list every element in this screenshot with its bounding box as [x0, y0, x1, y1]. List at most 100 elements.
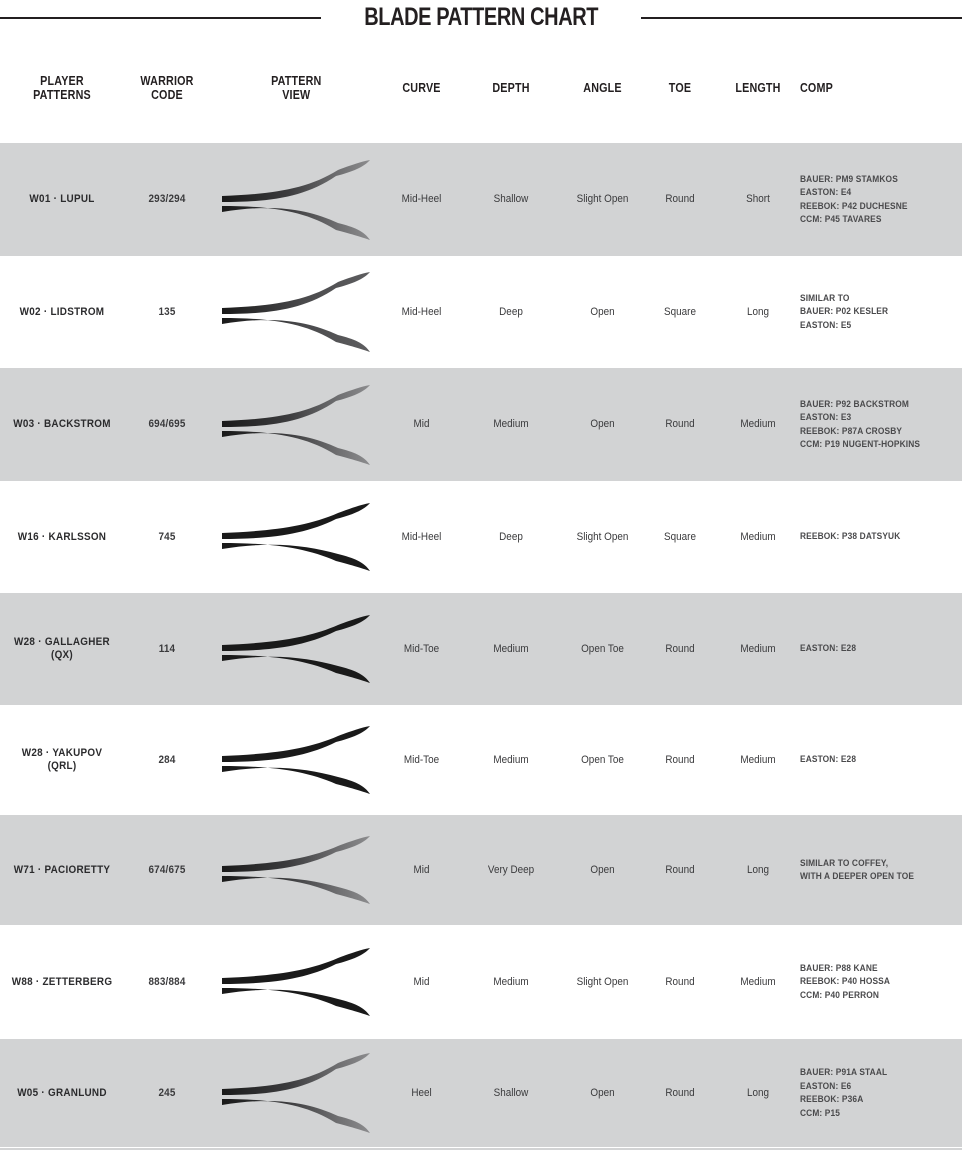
cell-curve: Mid	[413, 975, 430, 988]
column-header-length: LENGTH	[735, 81, 781, 95]
cell-toe: Round	[665, 753, 695, 766]
cell-player-pattern: W88 · ZETTERBERG	[11, 975, 113, 988]
cell-length: Long	[746, 1086, 770, 1099]
table-row: W05 · GRANLUND 245 Heel Shallow Open Rou…	[0, 1038, 962, 1147]
cell-warrior-code: 745	[158, 530, 176, 543]
cell-toe: Round	[665, 418, 695, 430]
cell-angle: Open	[590, 863, 615, 876]
cell-pattern-view	[210, 491, 382, 583]
cell-curve: Mid-Toe	[403, 753, 440, 766]
cell-pattern-view	[210, 936, 382, 1028]
cell-length: Short	[746, 193, 770, 205]
table-row: W28 · YAKUPOV (QRL) 284 Mid-Toe Medium O…	[0, 705, 962, 814]
cell-comp: BAUER: P91A STAAL EASTON: E6 REEBOK: P36…	[800, 1067, 888, 1119]
cell-toe: Round	[665, 193, 695, 205]
cell-length: Long	[746, 863, 770, 876]
cell-warrior-code: 245	[158, 1086, 176, 1099]
cell-player-pattern: W28 · YAKUPOV (QRL)	[21, 747, 103, 772]
cell-depth: Medium	[493, 975, 529, 988]
page-title: BLADE PATTERN CHART	[364, 3, 598, 31]
cell-curve: Mid	[413, 418, 430, 430]
cell-curve: Mid-Toe	[403, 642, 440, 655]
cell-warrior-code: 674/675	[148, 863, 186, 876]
table-row: W71 · PACIORETTY 674/675 Mid Very Deep O…	[0, 814, 962, 925]
cell-length: Medium	[740, 642, 776, 655]
cell-toe: Square	[664, 530, 696, 543]
cell-curve: Mid	[413, 863, 430, 876]
cell-toe: Square	[664, 305, 696, 318]
cell-length: Medium	[740, 753, 776, 766]
cell-length: Medium	[740, 975, 776, 988]
cell-depth: Very Deep	[487, 863, 535, 876]
cell-comp: SIMILAR TO BAUER: P02 KESLER EASTON: E5	[800, 292, 889, 331]
cell-angle: Slight Open	[576, 975, 629, 988]
footer-rule	[0, 1148, 962, 1150]
cell-comp: SIMILAR TO COFFEY, WITH A DEEPER OPEN TO…	[800, 857, 915, 883]
cell-depth: Medium	[493, 642, 529, 655]
cell-length: Long	[746, 305, 770, 318]
cell-depth: Medium	[493, 753, 529, 766]
table-row: W03 · BACKSTROM 694/695 Mid Medium Open …	[0, 367, 962, 481]
cell-angle: Open Toe	[581, 753, 624, 766]
cell-toe: Round	[665, 863, 695, 876]
cell-warrior-code: 114	[158, 642, 176, 655]
cell-player-pattern: W02 · LIDSTROM	[19, 305, 105, 318]
cell-comp: EASTON: E28	[800, 643, 857, 655]
cell-depth: Deep	[499, 305, 523, 318]
table-row: W88 · ZETTERBERG 883/884 Mid Medium Slig…	[0, 925, 962, 1038]
cell-depth: Shallow	[493, 1086, 529, 1099]
table-row: W02 · LIDSTROM 135 Mid-Heel Deep Open Sq…	[0, 256, 962, 367]
cell-toe: Round	[665, 1086, 695, 1099]
cell-comp: EASTON: E28	[800, 754, 857, 766]
cell-depth: Deep	[499, 530, 523, 543]
column-header-toe: TOE	[668, 81, 692, 95]
title-rule-left	[0, 17, 321, 19]
cell-angle: Slight Open	[576, 530, 629, 543]
column-header-warrior-code: WARRIOR CODE	[140, 74, 194, 102]
table-row: W01 · LUPUL 293/294 Mid-Heel Shallow Sli…	[0, 142, 962, 256]
cell-toe: Round	[665, 975, 695, 988]
cell-player-pattern: W05 · GRANLUND	[17, 1086, 107, 1099]
cell-warrior-code: 284	[158, 753, 176, 766]
cell-player-pattern: W71 · PACIORETTY	[13, 863, 111, 876]
cell-angle: Open	[590, 418, 615, 430]
cell-length: Medium	[740, 530, 776, 543]
table-header-row: PLAYER PATTERNS WARRIOR CODE PATTERN VIE…	[0, 34, 962, 142]
cell-comp: BAUER: P88 KANE REEBOK: P40 HOSSA CCM: P…	[800, 962, 891, 1001]
column-header-pattern-view: PATTERN VIEW	[270, 74, 322, 102]
cell-toe: Round	[665, 642, 695, 655]
cell-warrior-code: 135	[158, 305, 176, 318]
cell-pattern-view	[210, 824, 382, 916]
cell-pattern-view	[210, 154, 382, 246]
cell-comp: REEBOK: P38 DATSYUK	[800, 531, 901, 543]
cell-pattern-view	[210, 379, 382, 471]
cell-player-pattern: W01 · LUPUL	[29, 193, 95, 205]
cell-angle: Open Toe	[581, 642, 624, 655]
cell-pattern-view	[210, 266, 382, 358]
cell-player-pattern: W03 · BACKSTROM	[13, 418, 111, 430]
cell-warrior-code: 293/294	[148, 193, 186, 205]
cell-angle: Open	[590, 1086, 615, 1099]
cell-warrior-code: 694/695	[148, 418, 186, 430]
table-row: W16 · KARLSSON 745 Mid-Heel Deep Slight …	[0, 481, 962, 592]
table-row: W28 · GALLAGHER (QX) 114 Mid-Toe Medium …	[0, 592, 962, 705]
table-body: W01 · LUPUL 293/294 Mid-Heel Shallow Sli…	[0, 142, 962, 1147]
cell-player-pattern: W16 · KARLSSON	[17, 530, 107, 543]
column-header-curve: CURVE	[402, 81, 441, 95]
cell-angle: Slight Open	[576, 193, 629, 205]
cell-curve: Mid-Heel	[401, 305, 442, 318]
title-rule-right	[641, 17, 962, 19]
column-header-depth: DEPTH	[492, 81, 530, 95]
cell-comp: BAUER: PM9 STAMKOS EASTON: E4 REEBOK: P4…	[800, 173, 908, 226]
cell-pattern-view	[210, 603, 382, 695]
cell-comp: BAUER: P92 BACKSTROM EASTON: E3 REEBOK: …	[800, 398, 921, 451]
cell-angle: Open	[590, 305, 615, 318]
cell-curve: Mid-Heel	[401, 193, 442, 205]
cell-depth: Shallow	[493, 193, 529, 205]
cell-player-pattern: W28 · GALLAGHER (QX)	[14, 636, 110, 661]
cell-curve: Mid-Heel	[401, 530, 442, 543]
chart-title-bar: BLADE PATTERN CHART	[0, 0, 962, 34]
cell-length: Medium	[740, 418, 776, 430]
column-header-player-patterns: PLAYER PATTERNS	[33, 74, 91, 102]
